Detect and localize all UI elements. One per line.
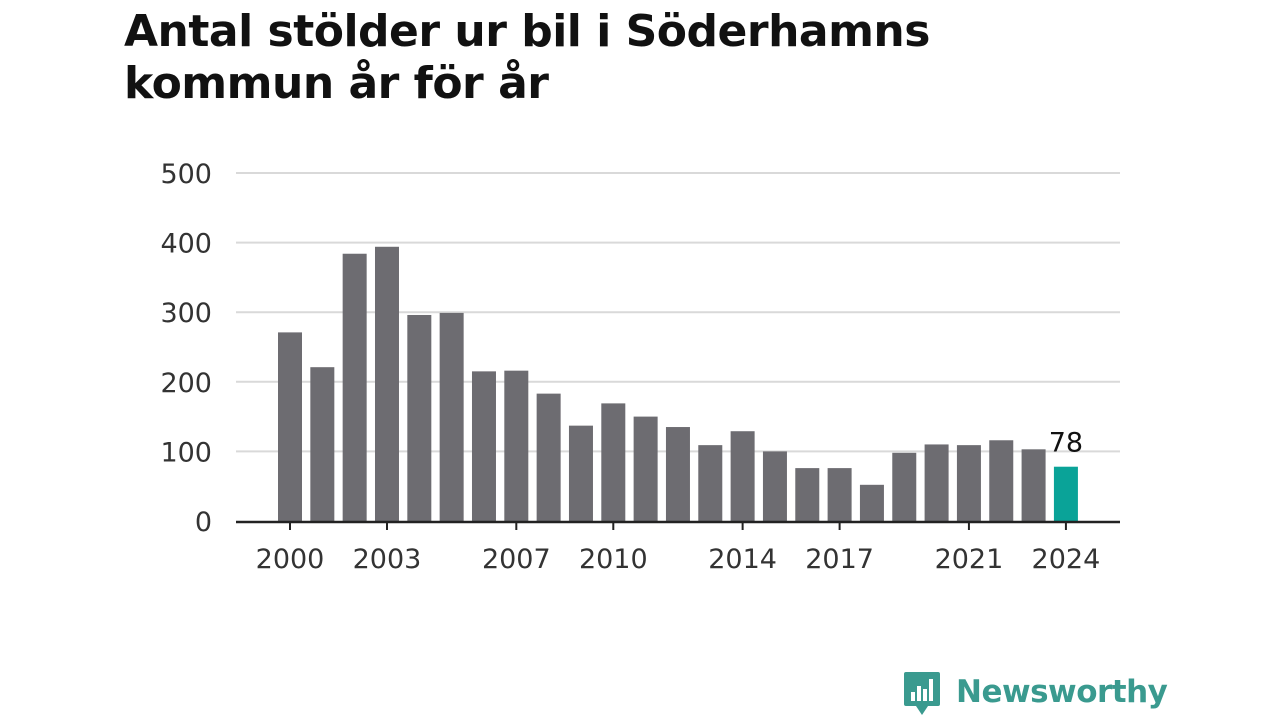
bar-2018: [859, 484, 884, 521]
bars: [278, 246, 1078, 521]
bar-2007: [504, 370, 529, 521]
x-tick-label: 2021: [935, 544, 1004, 575]
bar-2005: [439, 312, 464, 521]
x-tick-label: 2024: [1032, 544, 1101, 575]
bar-2015: [762, 451, 787, 521]
bar-2010: [601, 403, 626, 521]
bar-2008: [536, 393, 561, 521]
x-tick-label: 2000: [256, 544, 325, 575]
x-tick-label: 2007: [482, 544, 551, 575]
y-tick-label: 200: [160, 368, 212, 399]
y-tick-label: 0: [195, 507, 212, 538]
bar-2011: [633, 416, 658, 521]
bar-2002: [342, 253, 367, 521]
bar-2012: [665, 427, 690, 521]
bar-2019: [892, 452, 917, 521]
gridlines: [236, 172, 1120, 453]
chart-speech-bubble-icon: [904, 672, 940, 715]
x-tick-label: 2003: [353, 544, 422, 575]
bar-2000: [278, 332, 302, 521]
data-label-2024: 78: [1049, 428, 1083, 459]
bar-2006: [471, 371, 496, 521]
bar-2013: [698, 445, 723, 521]
x-tick-label: 2010: [579, 544, 648, 575]
brand-logo: Newsworthy: [902, 670, 1168, 718]
x-tick-label: 2014: [708, 544, 777, 575]
y-tick-label: 500: [160, 159, 212, 190]
x-tick-label: 2017: [805, 544, 874, 575]
brand-name: Newsworthy: [956, 674, 1168, 710]
bar-2023: [1021, 449, 1046, 521]
bar-2024: [1053, 466, 1078, 521]
y-axis-ticks: 0 100 200 300 400 500: [160, 159, 212, 538]
data-labels: 78: [1049, 428, 1083, 459]
y-tick-label: 100: [160, 437, 212, 468]
y-tick-label: 300: [160, 298, 212, 329]
bar-2014: [730, 431, 755, 521]
chart-title: Antal stölder ur bil i Söderhamns kommun…: [124, 6, 930, 109]
bar-2022: [989, 440, 1014, 521]
bar-2017: [827, 468, 852, 521]
bar-2016: [795, 468, 820, 521]
y-tick-label: 400: [160, 229, 212, 260]
bar-2009: [568, 425, 593, 521]
bar-2004: [407, 314, 432, 521]
bar-2020: [924, 444, 949, 521]
bar-2021: [956, 445, 981, 521]
bar-2003: [374, 246, 399, 521]
x-axis-ticks: 2000 2003 2007 2010 2014 2017 2021 2024: [256, 522, 1101, 575]
bar-2001: [310, 367, 335, 521]
